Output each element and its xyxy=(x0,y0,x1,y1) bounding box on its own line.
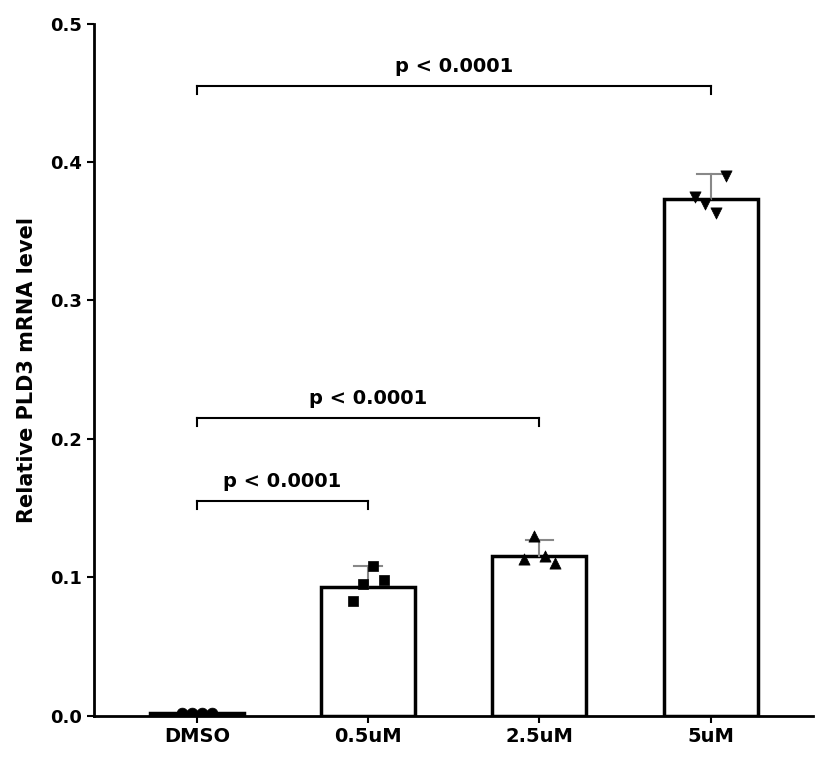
Text: p < 0.0001: p < 0.0001 xyxy=(394,57,513,76)
Point xyxy=(175,707,188,719)
Point xyxy=(720,170,733,182)
Point xyxy=(185,707,198,719)
Point xyxy=(699,198,712,210)
Point xyxy=(356,578,369,590)
Point xyxy=(548,557,561,569)
Point xyxy=(206,707,219,719)
Bar xyxy=(663,199,758,716)
Bar xyxy=(321,587,415,716)
Y-axis label: Relative PLD3 mRNA level: Relative PLD3 mRNA level xyxy=(17,217,37,523)
Point xyxy=(528,530,541,542)
Point xyxy=(709,207,722,219)
Point xyxy=(538,550,551,562)
Point xyxy=(195,707,208,719)
Point xyxy=(377,574,390,586)
Point xyxy=(346,594,359,607)
Bar xyxy=(492,556,587,716)
Point xyxy=(367,560,380,572)
Bar xyxy=(150,713,244,716)
Text: p < 0.0001: p < 0.0001 xyxy=(223,472,342,491)
Text: p < 0.0001: p < 0.0001 xyxy=(309,389,427,408)
Point xyxy=(689,191,702,203)
Point xyxy=(517,553,530,565)
